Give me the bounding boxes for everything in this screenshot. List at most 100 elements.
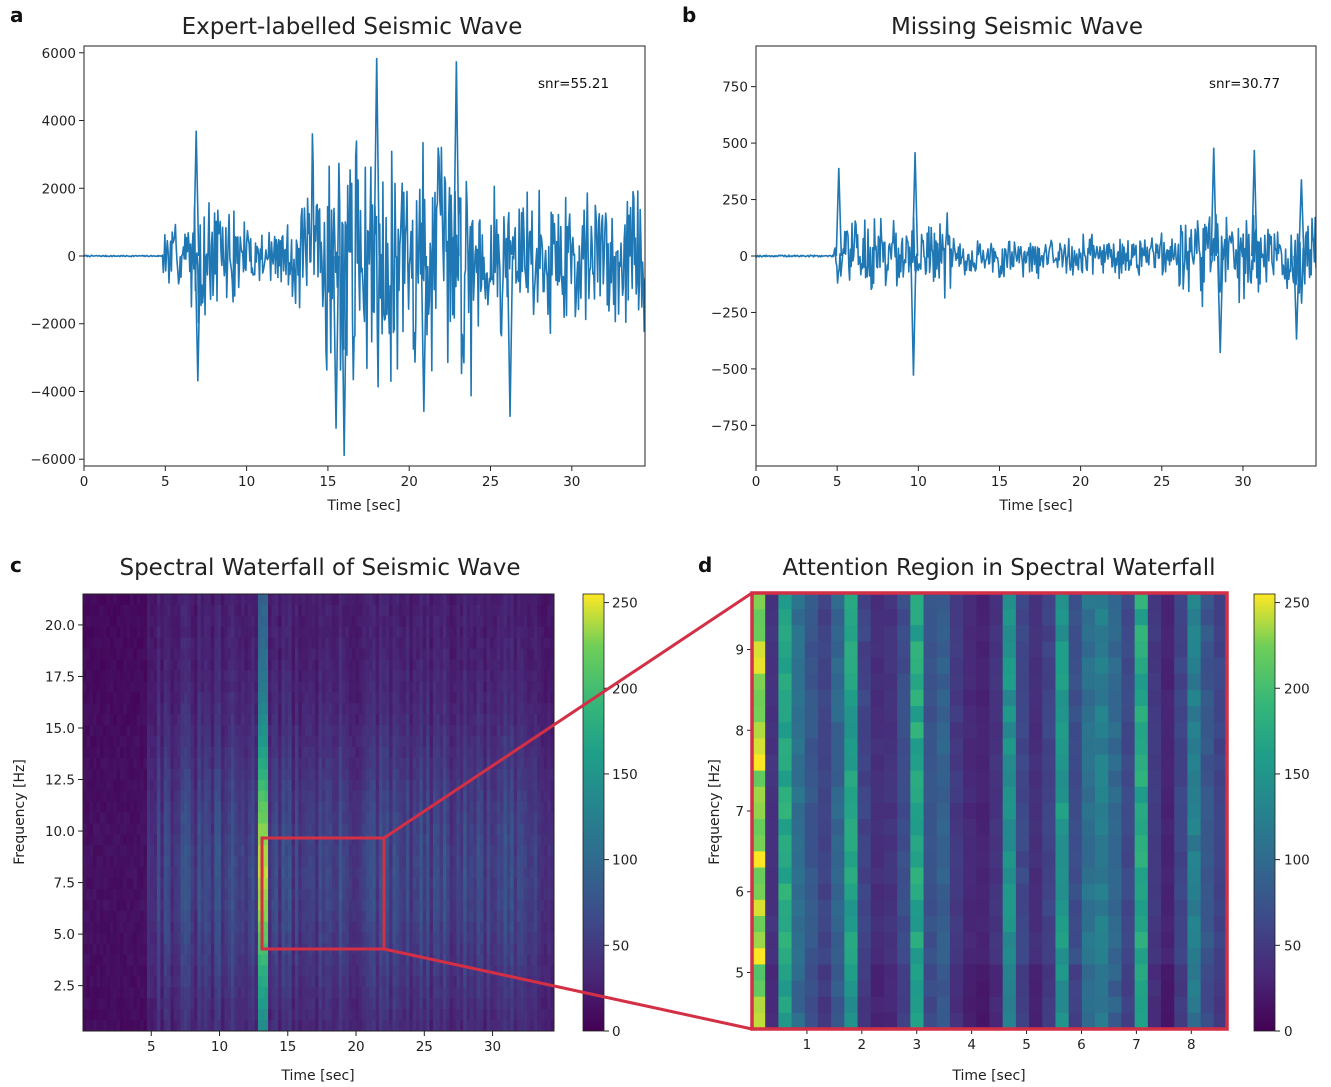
heatmap-cell: [113, 910, 118, 923]
heatmap-cell: [342, 878, 346, 890]
heatmap-cell: [103, 943, 107, 955]
heatmap-cell: [197, 659, 202, 671]
heatmap-cell: [335, 878, 340, 890]
heatmap-cell: [130, 921, 134, 934]
heatmap-cell: [291, 594, 296, 606]
heatmap-cell: [523, 779, 528, 792]
heatmap-cell: [254, 899, 259, 912]
heatmap-cell: [456, 856, 461, 868]
heatmap-cell: [160, 703, 165, 715]
heatmap-cell: [412, 746, 417, 759]
heatmap-cell: [163, 888, 168, 901]
heatmap-cell: [490, 954, 494, 966]
heatmap-cell: [530, 921, 535, 934]
heatmap-cell: [547, 670, 552, 682]
heatmap-cell: [496, 823, 501, 835]
heatmap-cell: [197, 910, 202, 923]
heatmap-cell: [335, 932, 340, 944]
heatmap-cell: [130, 703, 134, 715]
heatmap-cell: [308, 757, 313, 770]
heatmap-cell: [133, 626, 138, 639]
heatmap-cell: [234, 692, 239, 704]
heatmap-cell: [153, 856, 158, 868]
heatmap-cell: [244, 921, 249, 934]
heatmap-cell: [136, 856, 141, 868]
heatmap-cell: [442, 954, 447, 966]
heatmap-cell: [476, 965, 481, 977]
heatmap-cell: [331, 878, 336, 890]
heatmap-cell: [157, 768, 161, 781]
heatmap-cell: [311, 626, 316, 639]
heatmap-cell: [379, 888, 383, 901]
heatmap-cell: [140, 757, 144, 770]
heatmap-cell: [325, 604, 329, 617]
heatmap-cell: [483, 648, 488, 660]
heatmap-cell: [264, 910, 269, 923]
heatmap-cell: [466, 910, 471, 923]
heatmap-cell: [217, 659, 222, 671]
heatmap-cell: [405, 714, 410, 726]
heatmap-cell: [113, 757, 118, 770]
heatmap-cell: [355, 845, 360, 857]
heatmap-cell: [251, 637, 255, 650]
heatmap-cell: [244, 736, 249, 748]
heatmap-cell: [207, 746, 212, 759]
heatmap-cell: [146, 637, 151, 650]
heatmap-cell: [523, 954, 528, 966]
heatmap-cell: [372, 703, 377, 715]
heatmap-cell: [533, 703, 538, 715]
heatmap-cell: [207, 604, 212, 617]
heatmap-cell: [187, 801, 192, 813]
heatmap-cell: [153, 888, 158, 901]
heatmap-cell: [200, 681, 205, 693]
heatmap-cell: [476, 594, 481, 606]
heatmap-cell: [315, 965, 319, 977]
heatmap-cell: [533, 626, 538, 639]
heatmap-cell: [288, 736, 292, 748]
heatmap-cell: [157, 965, 161, 977]
heatmap-cell: [120, 790, 124, 802]
heatmap-cell: [358, 867, 363, 879]
heatmap-cell: [264, 615, 269, 628]
heatmap-cell: [409, 856, 414, 868]
heatmap-cell: [244, 648, 249, 660]
heatmap-cell: [506, 768, 511, 781]
heatmap-cell: [291, 648, 296, 660]
heatmap-cell: [405, 834, 410, 846]
heatmap-cell: [83, 626, 87, 639]
heatmap-cell: [506, 790, 511, 802]
heatmap-cell: [163, 867, 168, 879]
heatmap-cell: [93, 921, 97, 934]
heatmap-cell: [288, 659, 292, 671]
heatmap-cell: [335, 834, 340, 846]
heatmap-cell: [483, 943, 488, 955]
heatmap-cell: [352, 921, 356, 934]
heatmap-cell: [247, 888, 252, 901]
heatmap-cell: [241, 757, 245, 770]
heatmap-cell: [234, 932, 239, 944]
heatmap-cell: [167, 921, 171, 934]
heatmap-cell: [190, 725, 195, 737]
heatmap-cell: [281, 812, 286, 824]
heatmap-cell: [422, 812, 427, 824]
heatmap-cell: [385, 965, 390, 977]
heatmap-cell: [503, 834, 508, 846]
heatmap-cell: [261, 692, 266, 704]
heatmap-cell: [93, 779, 97, 792]
heatmap-cell: [167, 779, 171, 792]
heatmap-cell: [375, 703, 380, 715]
heatmap-cell: [291, 736, 296, 748]
heatmap-cell: [170, 932, 175, 944]
heatmap-cell: [358, 637, 363, 650]
heatmap-cell: [89, 910, 94, 923]
heatmap-cell: [453, 932, 457, 944]
waveform-peak-7: [420, 255, 428, 412]
heatmap-cell: [352, 670, 356, 682]
heatmap-cell: [247, 594, 252, 606]
heatmap-cell: [308, 615, 313, 628]
heatmap-cell: [399, 823, 403, 835]
heatmap-cell: [348, 779, 353, 792]
heatmap-cell: [318, 779, 323, 792]
heatmap-cell: [389, 768, 393, 781]
heatmap-cell: [116, 703, 121, 715]
